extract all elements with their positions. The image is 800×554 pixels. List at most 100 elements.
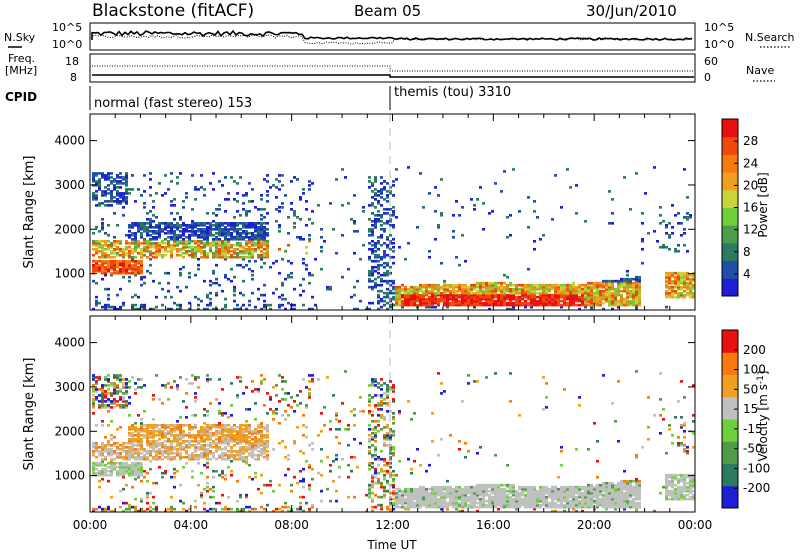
heatmap-cell	[632, 295, 635, 299]
heatmap-cell	[227, 198, 230, 201]
heatmap-cell	[395, 299, 398, 303]
heatmap-cell	[383, 426, 386, 429]
heatmap-cell	[380, 204, 383, 207]
heatmap-cell	[353, 414, 356, 417]
nave-trace	[92, 65, 694, 72]
heatmap-cell	[236, 210, 239, 213]
heatmap-cell	[227, 443, 230, 447]
heatmap-cell	[497, 485, 500, 489]
heatmap-cell	[173, 239, 176, 243]
heatmap-cell	[392, 412, 395, 415]
heatmap-cell	[206, 447, 209, 451]
heatmap-cell	[443, 303, 446, 307]
heatmap-cell	[257, 245, 260, 249]
heatmap-cell	[380, 182, 383, 185]
heatmap-cell	[629, 277, 632, 281]
heatmap-cell	[665, 281, 668, 285]
heatmap-cell	[407, 301, 410, 305]
heatmap-cell	[98, 388, 101, 391]
heatmap-cell	[260, 218, 263, 221]
heatmap-cell	[263, 239, 266, 243]
heatmap-cell	[170, 245, 173, 249]
heatmap-cell	[392, 388, 395, 391]
heatmap-cell	[98, 404, 101, 407]
heatmap-cell	[206, 461, 209, 465]
heatmap-cell	[632, 283, 635, 287]
heatmap-cell	[383, 473, 386, 477]
heatmap-cell	[329, 420, 332, 423]
heatmap-cell	[533, 200, 536, 203]
heatmap-cell	[386, 196, 389, 199]
heatmap-cell	[158, 433, 161, 437]
heatmap-cell	[221, 451, 224, 455]
heatmap-cell	[257, 443, 260, 447]
heatmap-cell	[182, 265, 185, 269]
heatmap-cell	[305, 200, 308, 203]
heatmap-cell	[188, 249, 191, 253]
heatmap-cell	[230, 249, 233, 253]
heatmap-cell	[512, 293, 515, 297]
heatmap-cell	[377, 210, 380, 213]
heatmap-cell	[119, 378, 122, 381]
heatmap-cell	[98, 229, 101, 233]
heatmap-cell	[416, 491, 419, 495]
heatmap-cell	[410, 495, 413, 499]
heatmap-cell	[173, 229, 176, 233]
heatmap-cell	[284, 194, 287, 197]
heatmap-cell	[110, 249, 113, 253]
heatmap-cell	[239, 237, 242, 241]
heatmap-cell	[185, 443, 188, 447]
heatmap-cell	[536, 291, 539, 295]
heatmap-cell	[257, 227, 260, 231]
heatmap-cell	[110, 469, 113, 473]
heatmap-cell	[599, 293, 602, 297]
heatmap-cell	[554, 303, 557, 307]
heatmap-cell	[350, 295, 353, 299]
heatmap-cell	[170, 507, 173, 511]
heatmap-cell	[254, 227, 257, 231]
heatmap-cell	[239, 439, 242, 443]
heatmap-cell	[125, 465, 128, 469]
heatmap-cell	[623, 281, 626, 285]
heatmap-cell	[119, 374, 122, 377]
heatmap-cell	[263, 449, 266, 453]
heatmap-cell	[236, 222, 239, 225]
heatmap-cell	[413, 503, 416, 507]
heatmap-cell	[404, 287, 407, 291]
heatmap-cell	[455, 495, 458, 499]
heatmap-cell	[218, 204, 221, 207]
heatmap-cell	[101, 451, 104, 455]
heatmap-cell	[641, 222, 644, 225]
heatmap-cell	[374, 426, 377, 429]
heatmap-cell	[386, 404, 389, 407]
heatmap-cell	[152, 245, 155, 249]
heatmap-cell	[299, 218, 302, 221]
heatmap-cell	[251, 433, 254, 437]
heatmap-cell	[140, 194, 143, 197]
heatmap-cell	[377, 214, 380, 217]
heatmap-cell	[182, 445, 185, 449]
heatmap-cell	[284, 398, 287, 401]
heatmap-cell	[689, 295, 692, 299]
heatmap-cell	[200, 429, 203, 433]
heatmap-cell	[248, 239, 251, 243]
heatmap-cell	[200, 431, 203, 435]
colorbar-swatch	[722, 189, 738, 208]
heatmap-cell	[263, 404, 266, 407]
heatmap-cell	[680, 285, 683, 289]
heatmap-cell	[104, 255, 107, 259]
heatmap-cell	[494, 182, 497, 185]
heatmap-cell	[101, 174, 104, 177]
heatmap-cell	[155, 253, 158, 257]
heatmap-cell	[170, 475, 173, 479]
heatmap-cell	[635, 283, 638, 287]
heatmap-cell	[611, 307, 614, 311]
heatmap-cell	[692, 285, 695, 289]
heatmap-cell	[128, 437, 131, 441]
heatmap-cell	[590, 291, 593, 295]
heatmap-cell	[497, 287, 500, 291]
heatmap-cell	[164, 455, 167, 459]
heatmap-cell	[260, 435, 263, 439]
heatmap-cell	[476, 289, 479, 293]
